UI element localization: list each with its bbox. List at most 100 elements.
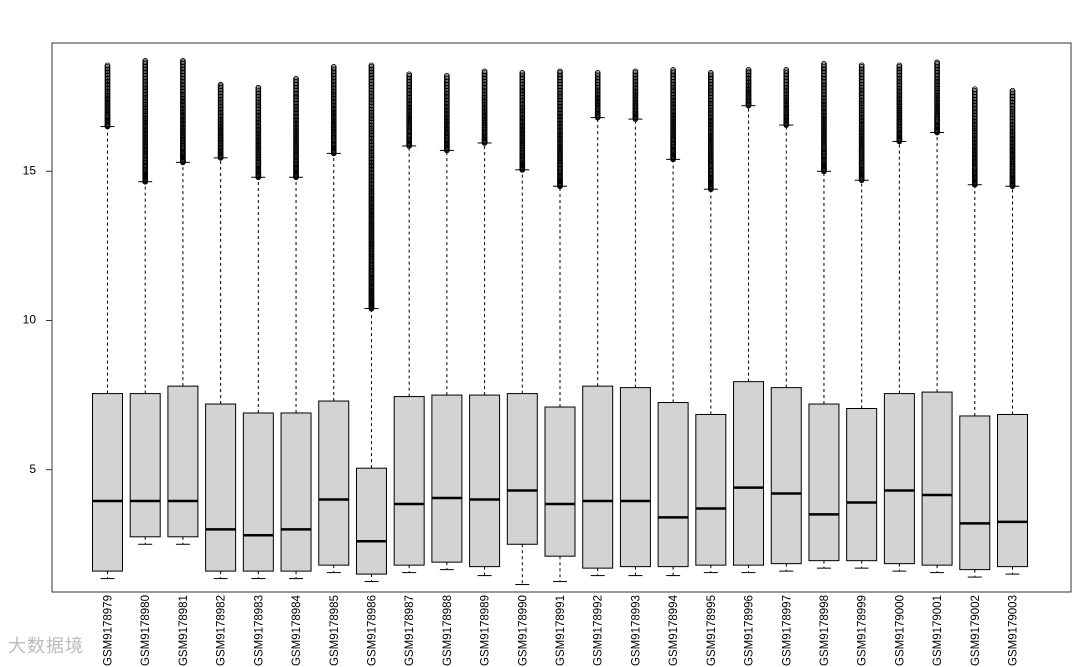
outliers xyxy=(293,75,299,181)
box-body xyxy=(733,381,765,566)
outliers xyxy=(180,58,186,166)
outliers xyxy=(1009,87,1016,190)
outlier-point xyxy=(971,86,978,93)
boxes-layer xyxy=(92,58,1028,586)
outlier-point xyxy=(670,67,676,73)
x-tick-label: GSM9178985 xyxy=(329,595,341,666)
x-tick-label: GSM9179003 xyxy=(1008,595,1020,666)
box-GSM9178990 xyxy=(506,69,538,586)
box-GSM9179002 xyxy=(959,86,991,578)
outliers xyxy=(783,67,790,128)
labels-layer: GSM9178979 GSM9178980 GSM9178981 GSM9178982… xyxy=(103,594,1020,666)
box-GSM9178996 xyxy=(733,67,765,574)
box-GSM9179003 xyxy=(997,87,1028,575)
x-tick-label: GSM9178995 xyxy=(706,595,718,666)
outlier-point xyxy=(1009,87,1016,94)
box-body xyxy=(92,393,123,572)
box-GSM9179000 xyxy=(883,62,915,572)
box-body xyxy=(393,396,425,566)
outliers xyxy=(707,69,714,193)
outliers xyxy=(934,59,940,136)
outlier-point xyxy=(481,68,488,75)
box-body xyxy=(770,387,802,565)
outlier-point xyxy=(293,75,299,82)
y-tick-label: 5 xyxy=(29,462,36,476)
box-body xyxy=(883,393,915,565)
x-tick-label: GSM9178996 xyxy=(744,595,756,666)
x-tick-label: GSM9178982 xyxy=(216,595,228,666)
box-GSM9178985 xyxy=(318,64,350,574)
outliers xyxy=(821,61,827,175)
outlier-point xyxy=(783,67,790,73)
outliers xyxy=(406,71,413,149)
outlier-point xyxy=(180,58,186,64)
box-GSM9178981 xyxy=(167,58,199,545)
outlier-point xyxy=(217,81,224,88)
box-body xyxy=(129,393,161,538)
x-tick-label: GSM9179000 xyxy=(894,595,906,666)
x-tick-label: GSM9178989 xyxy=(480,595,492,666)
box-body xyxy=(167,385,199,538)
outliers xyxy=(858,62,865,184)
y-tick-label: 15 xyxy=(23,163,37,177)
outlier-point xyxy=(896,62,903,69)
box-body xyxy=(997,413,1028,568)
x-tick-label: GSM9178991 xyxy=(555,595,567,666)
outliers xyxy=(971,86,978,188)
x-tick-label: GSM9179001 xyxy=(932,595,944,666)
x-tick-label: GSM9178984 xyxy=(291,594,303,666)
x-tick-label: GSM9178986 xyxy=(366,595,378,666)
box-GSM9179001 xyxy=(921,59,953,574)
outliers xyxy=(481,68,488,146)
outlier-point xyxy=(557,68,563,75)
box-body xyxy=(205,403,237,572)
box-body xyxy=(506,393,538,545)
box-GSM9178997 xyxy=(770,67,802,572)
box-body xyxy=(318,400,350,566)
outlier-point xyxy=(821,61,827,67)
box-GSM9178995 xyxy=(695,69,727,574)
x-tick-label: GSM9178998 xyxy=(819,595,831,666)
outliers xyxy=(519,69,526,173)
x-tick-label: GSM9179002 xyxy=(970,595,982,666)
outlier-point xyxy=(255,84,262,91)
outliers xyxy=(104,62,111,130)
outliers xyxy=(745,67,752,109)
outliers xyxy=(632,68,639,122)
x-tick-label: GSM9178983 xyxy=(253,595,265,666)
box-body xyxy=(695,413,727,566)
outlier-point xyxy=(444,72,450,79)
outliers xyxy=(330,64,337,157)
axes-layer: 5 10 15 xyxy=(23,42,1072,593)
box-GSM9178986 xyxy=(355,62,387,583)
outlier-point xyxy=(707,69,714,76)
watermark-text: 大数据境 xyxy=(8,636,84,657)
box-body xyxy=(846,408,878,562)
box-GSM9178988 xyxy=(431,72,463,571)
outliers xyxy=(557,68,563,190)
box-body xyxy=(921,391,953,566)
outliers xyxy=(594,69,601,121)
x-tick-label: GSM9178999 xyxy=(857,595,869,666)
box-body xyxy=(280,412,312,572)
outliers xyxy=(217,81,224,161)
outliers xyxy=(368,62,375,312)
outliers xyxy=(896,62,903,145)
x-tick-label: GSM9178980 xyxy=(140,595,152,666)
box-body xyxy=(242,412,274,572)
x-tick-label: GSM9178979 xyxy=(103,595,115,666)
outlier-point xyxy=(406,71,413,78)
outliers xyxy=(255,84,262,181)
box-GSM9178993 xyxy=(619,68,651,577)
outlier-point xyxy=(858,62,865,69)
box-GSM9178992 xyxy=(582,69,614,577)
box-body xyxy=(619,387,651,568)
x-tick-label: GSM9178993 xyxy=(630,595,642,666)
box-GSM9178980 xyxy=(129,58,161,545)
box-body xyxy=(959,415,991,571)
box-body xyxy=(657,402,689,568)
outlier-point xyxy=(745,67,752,73)
outlier-point xyxy=(142,58,149,64)
box-GSM9178999 xyxy=(846,62,878,569)
